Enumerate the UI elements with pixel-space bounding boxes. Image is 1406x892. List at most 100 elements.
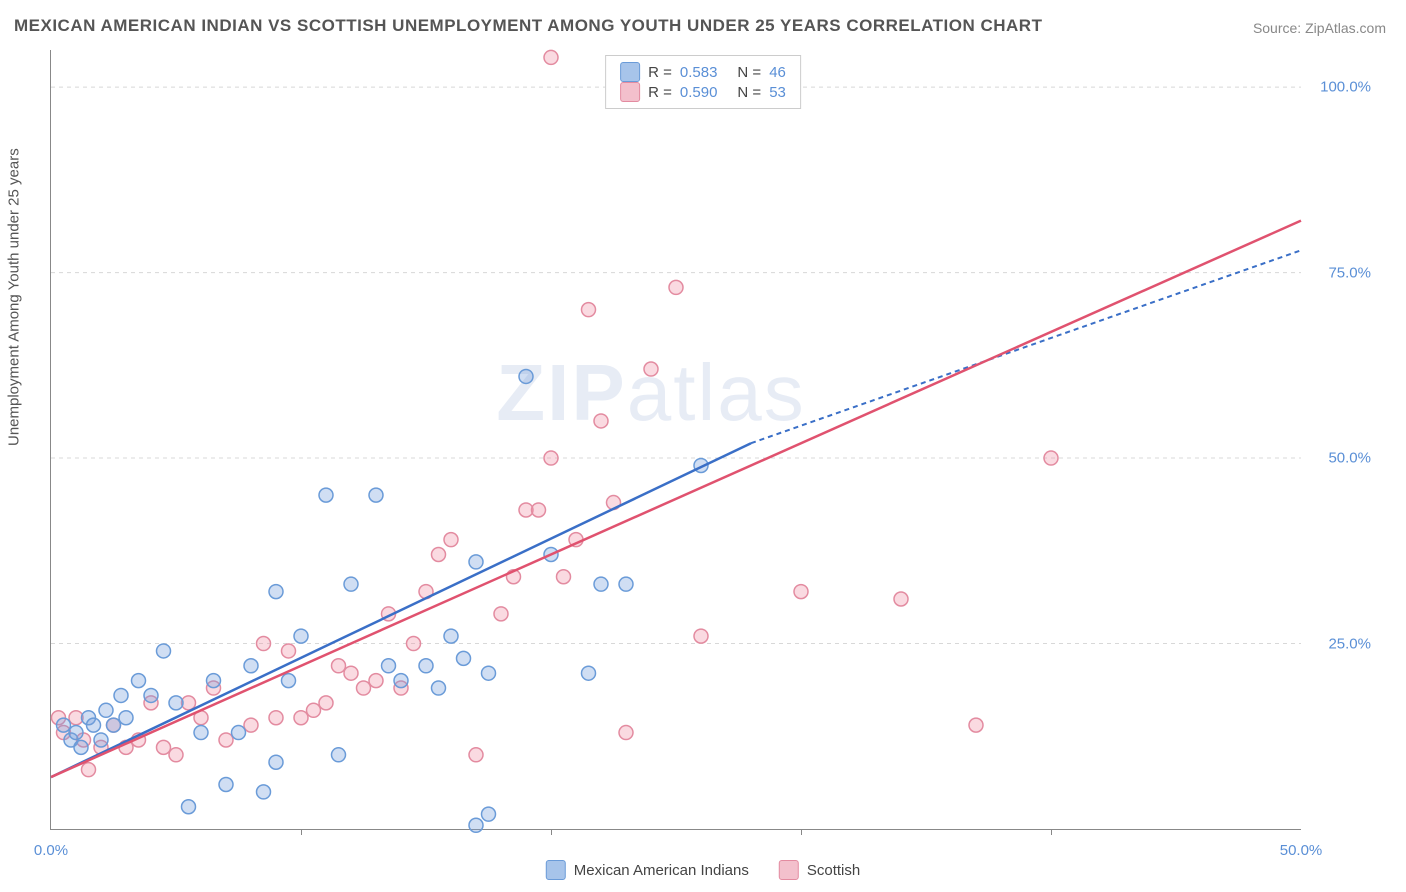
data-point: [394, 674, 408, 688]
data-point: [594, 577, 608, 591]
trend-line: [51, 221, 1301, 777]
x-tick-mark: [801, 829, 802, 835]
x-tick-mark: [1051, 829, 1052, 835]
series-legend: Mexican American Indians Scottish: [546, 860, 860, 880]
data-point: [369, 674, 383, 688]
legend-item-2: Scottish: [779, 860, 860, 880]
legend-label-2: Scottish: [807, 862, 860, 879]
data-point: [144, 688, 158, 702]
r-label: R =: [648, 84, 672, 101]
data-point: [257, 785, 271, 799]
data-point: [119, 711, 133, 725]
data-point: [332, 659, 346, 673]
data-point: [219, 733, 233, 747]
data-point: [557, 570, 571, 584]
x-tick-label: 0.0%: [34, 842, 68, 859]
data-point: [294, 711, 308, 725]
chart-title: MEXICAN AMERICAN INDIAN VS SCOTTISH UNEM…: [14, 16, 1042, 36]
data-point: [532, 503, 546, 517]
data-point: [357, 681, 371, 695]
data-point: [294, 629, 308, 643]
data-point: [107, 718, 121, 732]
data-point: [1044, 451, 1058, 465]
data-point: [407, 637, 421, 651]
data-point: [282, 644, 296, 658]
data-point: [319, 696, 333, 710]
y-axis-title: Unemployment Among Youth under 25 years: [6, 148, 23, 446]
n-label: N =: [737, 84, 761, 101]
x-tick-label: 50.0%: [1280, 842, 1323, 859]
data-point: [82, 763, 96, 777]
data-point: [232, 726, 246, 740]
r-value-1: 0.583: [680, 64, 718, 81]
data-point: [969, 718, 983, 732]
data-point: [444, 533, 458, 547]
data-point: [307, 703, 321, 717]
data-point: [69, 726, 83, 740]
trend-line-extrapolated: [751, 250, 1301, 443]
data-point: [169, 748, 183, 762]
data-point: [132, 674, 146, 688]
data-point: [482, 807, 496, 821]
data-point: [694, 629, 708, 643]
trend-line: [51, 443, 751, 777]
data-point: [87, 718, 101, 732]
data-point: [469, 818, 483, 832]
legend-swatch-bottom-2: [779, 860, 799, 880]
data-point: [619, 726, 633, 740]
legend-swatch-bottom-1: [546, 860, 566, 880]
r-value-2: 0.590: [680, 84, 718, 101]
legend-swatch-2: [620, 82, 640, 102]
data-point: [244, 659, 258, 673]
legend-swatch-1: [620, 62, 640, 82]
legend-row-series-1: R = 0.583 N = 46: [620, 62, 786, 82]
y-tick-label: 25.0%: [1328, 635, 1371, 652]
source-label: Source: ZipAtlas.com: [1253, 20, 1386, 36]
x-tick-mark: [551, 829, 552, 835]
data-point: [482, 666, 496, 680]
data-point: [114, 688, 128, 702]
n-value-2: 53: [769, 84, 786, 101]
data-point: [582, 303, 596, 317]
r-label: R =: [648, 64, 672, 81]
data-point: [644, 362, 658, 376]
data-point: [99, 703, 113, 717]
data-point: [469, 748, 483, 762]
legend-row-series-2: R = 0.590 N = 53: [620, 82, 786, 102]
data-point: [582, 666, 596, 680]
data-point: [544, 50, 558, 64]
legend-label-1: Mexican American Indians: [574, 862, 749, 879]
data-point: [282, 674, 296, 688]
correlation-legend: R = 0.583 N = 46 R = 0.590 N = 53: [605, 55, 801, 109]
data-point: [319, 488, 333, 502]
data-point: [469, 555, 483, 569]
data-point: [894, 592, 908, 606]
data-point: [432, 547, 446, 561]
n-label: N =: [737, 64, 761, 81]
data-point: [257, 637, 271, 651]
plot-area: ZIPatlas 25.0%50.0%75.0%100.0%0.0%50.0%: [50, 50, 1301, 830]
data-point: [157, 740, 171, 754]
data-point: [74, 740, 88, 754]
y-tick-label: 50.0%: [1328, 450, 1371, 467]
data-point: [57, 718, 71, 732]
data-point: [619, 577, 633, 591]
chart-svg: [51, 50, 1301, 829]
n-value-1: 46: [769, 64, 786, 81]
data-point: [794, 585, 808, 599]
data-point: [382, 659, 396, 673]
data-point: [344, 577, 358, 591]
data-point: [332, 748, 346, 762]
y-tick-label: 100.0%: [1320, 79, 1371, 96]
data-point: [169, 696, 183, 710]
data-point: [219, 777, 233, 791]
data-point: [244, 718, 258, 732]
data-point: [457, 651, 471, 665]
data-point: [444, 629, 458, 643]
data-point: [94, 733, 108, 747]
data-point: [182, 800, 196, 814]
y-tick-label: 75.0%: [1328, 264, 1371, 281]
data-point: [207, 674, 221, 688]
data-point: [194, 726, 208, 740]
data-point: [157, 644, 171, 658]
